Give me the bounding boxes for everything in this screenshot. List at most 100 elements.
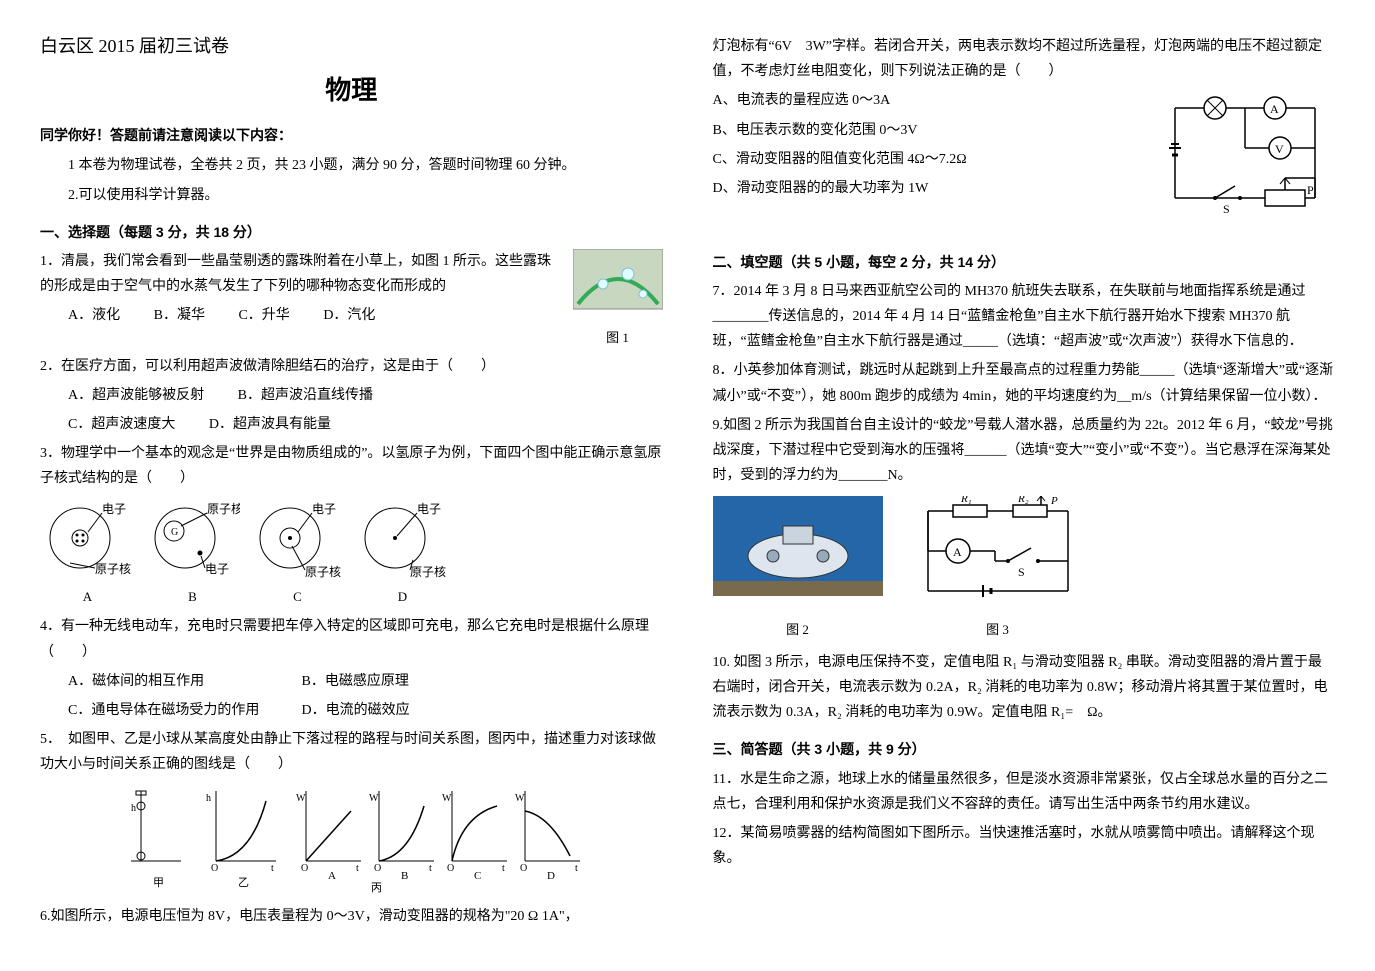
atom-diagrams: 电子 原子核 A G 原子核 电子 B [40, 498, 663, 609]
svg-text:O: O [520, 863, 527, 874]
q12-text: 12．某简易喷雾器的结构简图如下图所示。当快速推活塞时，水就从喷雾筒中喷出。请解… [713, 821, 1336, 871]
svg-text:G: G [171, 527, 178, 538]
circuit-r1-r2-icon: R₁ R₂ P A S [913, 496, 1083, 606]
atom-A-icon: 电子 原子核 [40, 498, 135, 578]
q6-text-b: 灯泡标有“6V 3W”字样。若闭合开关，两电表示数均不超过所选量程，灯泡两端的电… [713, 34, 1336, 84]
svg-text:原子核: 原子核 [207, 502, 240, 516]
notice-line-1: 1 本卷为物理试卷，全卷共 2 页，共 23 小题，满分 90 分，答题时间物理… [40, 153, 663, 178]
left-column: 白云区 2015 届初三试卷 物理 同学你好！答题前请注意阅读以下内容： 1 本… [40, 30, 663, 933]
atom-A-label: A [40, 585, 135, 608]
q2-text: 2．在医疗方面，可以利用超声波做清除胆结石的治疗，这是由于（ ） [40, 354, 663, 379]
figure-2-label: 图 2 [713, 618, 883, 641]
svg-text:h: h [206, 793, 211, 804]
svg-text:S: S [1018, 565, 1025, 579]
exam-title: 白云区 2015 届初三试卷 [40, 30, 663, 62]
question-1: 图 1 1．清晨，我们常会看到一些晶莹剔透的露珠附着在小草上，如图 1 所示。这… [40, 249, 663, 350]
section-1-title: 一、选择题（每题 3 分，共 18 分） [40, 220, 663, 245]
q1-text: 1．清晨，我们常会看到一些晶莹剔透的露珠附着在小草上，如图 1 所示。这些露珠的… [40, 249, 663, 299]
svg-text:A: A [953, 545, 962, 559]
svg-text:t: t [575, 863, 578, 874]
fig-2-3-row: 图 2 R₁ R₂ P A [713, 496, 1336, 642]
svg-text:O: O [447, 863, 454, 874]
svg-text:R₂: R₂ [1017, 496, 1029, 505]
svg-text:乙: 乙 [238, 876, 249, 889]
svg-text:A: A [328, 870, 336, 882]
subject-title: 物理 [40, 67, 663, 114]
notice-line-2: 2.可以使用科学计算器。 [40, 183, 663, 208]
svg-text:W: W [369, 793, 379, 804]
figure-2: 图 2 [713, 496, 883, 642]
svg-text:P: P [1307, 183, 1314, 197]
svg-text:h: h [131, 803, 136, 814]
q2-options-row2: C．超声波速度大 D．超声波具有能量 [68, 412, 663, 437]
svg-text:电子: 电子 [312, 502, 336, 516]
q8-text: 8．小英参加体育测试，跳远时从起跳到上升至最高点的过程重力势能_____（选填“… [713, 358, 1336, 408]
atom-C-icon: 电子 原子核 [250, 498, 345, 578]
svg-text:t: t [502, 863, 505, 874]
section-2-title: 二、填空题（共 5 小题，每空 2 分，共 14 分） [713, 250, 1336, 275]
right-column: 灯泡标有“6V 3W”字样。若闭合开关，两电表示数均不超过所选量程，灯泡两端的电… [713, 30, 1336, 933]
q5-graphs: h 甲 h t O 乙 Wt O A [40, 786, 663, 896]
svg-text:W: W [442, 793, 452, 804]
q4-options-row2: C．通电导体在磁场受力的作用 D．电流的磁效应 [68, 698, 663, 723]
q6-circuit-icon: A V S P [1155, 88, 1335, 218]
q1-optB: B．凝华 [154, 308, 205, 323]
q10-text: 10. 如图 3 所示，电源电压保持不变，定值电阻 R₁ 与滑动变阻器 R₂ 串… [713, 650, 1336, 726]
svg-text:W: W [515, 793, 525, 804]
figure-3: R₁ R₂ P A S [913, 496, 1083, 642]
svg-text:W: W [296, 793, 306, 804]
figure-1-label: 图 1 [573, 326, 663, 349]
svg-text:t: t [356, 863, 359, 874]
q2-optB: B．超声波沿直线传播 [238, 388, 373, 403]
notice-heading: 同学你好！答题前请注意阅读以下内容： [40, 124, 663, 149]
q9-text: 9.如图 2 所示为我国首台自主设计的“蛟龙”号载人潜水器，总质量约为 22t。… [713, 413, 1336, 489]
q2-optA: A．超声波能够被反射 [68, 388, 204, 403]
svg-text:丙: 丙 [371, 882, 382, 894]
q5-text: 5． 如图甲、乙是小球从某高度处由静止下落过程的路程与时间关系图，图丙中，描述重… [40, 727, 663, 777]
q2-options-row1: A．超声波能够被反射 B．超声波沿直线传播 [68, 383, 663, 408]
q2-optC: C．超声波速度大 [68, 417, 175, 432]
svg-text:电子: 电子 [417, 502, 441, 516]
q7-text: 7．2014 年 3 月 8 日马来西亚航空公司的 MH370 航班失去联系，在… [713, 279, 1336, 355]
svg-text:电子: 电子 [102, 502, 126, 516]
svg-text:B: B [401, 870, 408, 882]
q4-optC: C．通电导体在磁场受力的作用 [68, 698, 268, 723]
svg-text:O: O [374, 863, 381, 874]
section-3-title: 三、简答题（共 3 小题，共 9 分） [713, 737, 1336, 762]
q6-circuit: A V S P [1155, 88, 1335, 227]
atom-B-label: B [145, 585, 240, 608]
submarine-icon [713, 496, 883, 606]
atom-B-icon: G 原子核 电子 [145, 498, 240, 578]
atom-D: 电子 原子核 D [355, 498, 450, 609]
q4-optA: A．磁体间的相互作用 [68, 669, 268, 694]
svg-text:R₁: R₁ [960, 496, 972, 505]
svg-text:t: t [429, 863, 432, 874]
q1-optA: A．液化 [68, 308, 120, 323]
q1-optD: D．汽化 [323, 308, 375, 323]
dew-image-icon [573, 249, 663, 319]
svg-text:电子: 电子 [205, 562, 229, 576]
svg-text:O: O [211, 863, 218, 874]
svg-text:A: A [1270, 102, 1279, 116]
svg-text:O: O [301, 863, 308, 874]
svg-text:V: V [1275, 142, 1284, 156]
q2-optD: D．超声波具有能量 [209, 417, 331, 432]
svg-text:D: D [547, 870, 555, 882]
page-container: 白云区 2015 届初三试卷 物理 同学你好！答题前请注意阅读以下内容： 1 本… [40, 30, 1335, 933]
svg-text:P: P [1050, 496, 1058, 507]
svg-text:原子核: 原子核 [305, 565, 341, 578]
atom-C: 电子 原子核 C [250, 498, 345, 609]
svg-text:甲: 甲 [153, 877, 164, 889]
atom-C-label: C [250, 585, 345, 608]
q1-optC: C．升华 [238, 308, 289, 323]
svg-text:S: S [1223, 202, 1230, 216]
svg-text:C: C [474, 870, 481, 882]
q4-options-row1: A．磁体间的相互作用 B．电磁感应原理 [68, 669, 663, 694]
figure-1-box: 图 1 [573, 249, 663, 350]
q4-optB: B．电磁感应原理 [302, 674, 409, 689]
svg-text:原子核: 原子核 [95, 562, 131, 576]
q5-graphs-icon: h 甲 h t O 乙 Wt O A [121, 786, 581, 896]
q6-text-a: 6.如图所示，电源电压恒为 8V，电压表量程为 0～3V，滑动变阻器的规格为"2… [40, 904, 663, 929]
figure-3-label: 图 3 [913, 618, 1083, 641]
atom-B: G 原子核 电子 B [145, 498, 240, 609]
